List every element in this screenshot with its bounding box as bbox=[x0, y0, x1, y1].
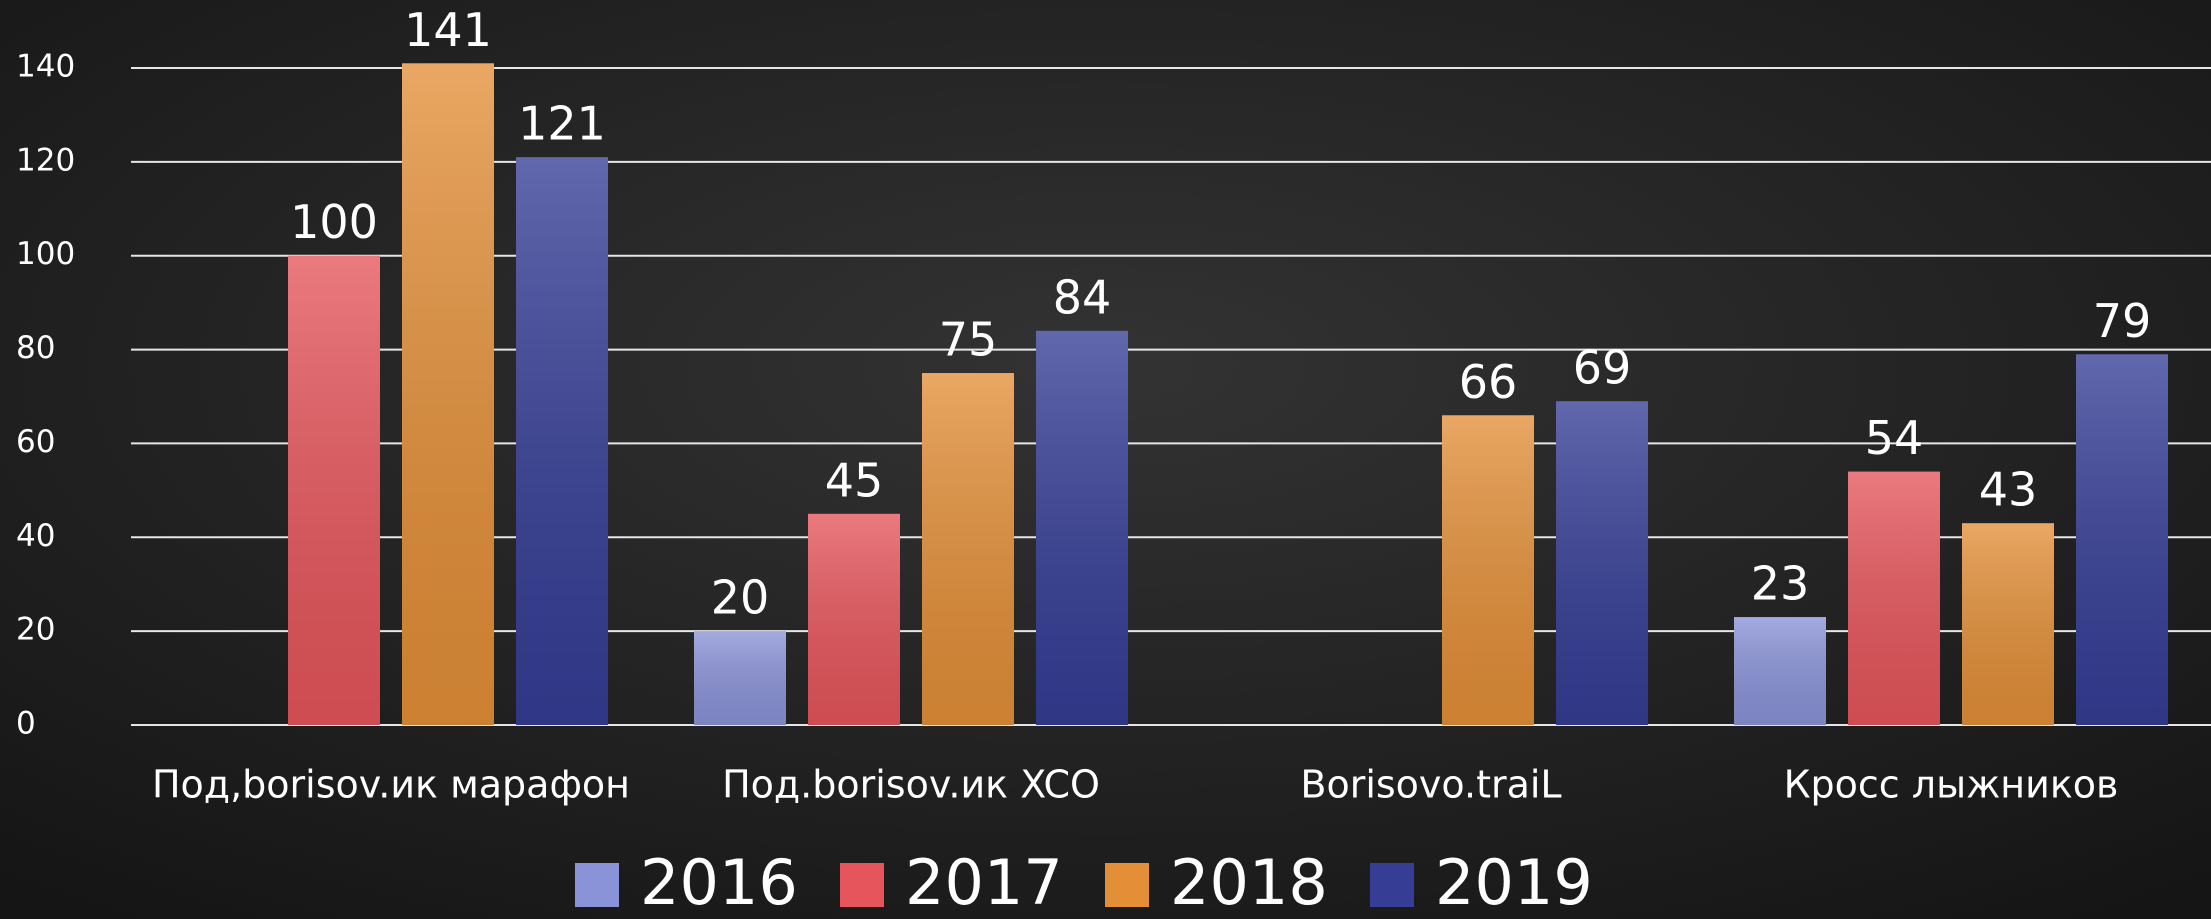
y-tick-label: 140 bbox=[16, 49, 75, 85]
legend-label: 2019 bbox=[1435, 846, 1593, 919]
value-label: 69 bbox=[1573, 341, 1632, 395]
y-tick-label: 80 bbox=[16, 330, 55, 366]
value-label: 54 bbox=[1865, 411, 1924, 465]
bar-shine bbox=[1556, 401, 1648, 725]
value-label: 121 bbox=[518, 97, 606, 151]
legend-swatch bbox=[1370, 863, 1414, 907]
bar-shine bbox=[1734, 617, 1826, 725]
x-tick-label: Под.borisov.ик XCO bbox=[722, 763, 1100, 807]
legend-swatch bbox=[1105, 863, 1149, 907]
bar-shine bbox=[288, 255, 380, 725]
y-tick-label: 60 bbox=[16, 424, 55, 460]
y-tick-label: 0 bbox=[16, 706, 36, 742]
legend-swatch bbox=[840, 863, 884, 907]
x-tick-label: Кросс лыжников bbox=[1784, 763, 2119, 807]
value-label: 66 bbox=[1459, 355, 1518, 409]
bar-shine bbox=[402, 63, 494, 726]
legend-label: 2017 bbox=[905, 846, 1063, 919]
bar-shine bbox=[516, 157, 608, 725]
value-label: 43 bbox=[1979, 463, 2038, 517]
y-tick-label: 120 bbox=[16, 142, 75, 178]
value-label: 84 bbox=[1053, 270, 1112, 324]
bar-shine bbox=[2076, 354, 2168, 725]
bar-shine bbox=[808, 513, 900, 725]
y-tick-label: 100 bbox=[16, 236, 75, 272]
bar-shine bbox=[1442, 415, 1534, 725]
bar-shine bbox=[694, 631, 786, 725]
value-label: 45 bbox=[825, 453, 884, 507]
x-tick-label: Borisovo.traiL bbox=[1300, 763, 1561, 807]
bar-shine bbox=[922, 373, 1014, 725]
bar-shine bbox=[1962, 523, 2054, 725]
value-label: 100 bbox=[290, 195, 378, 249]
bar-shine bbox=[1848, 471, 1940, 725]
value-label: 20 bbox=[711, 571, 770, 625]
legend-swatch bbox=[575, 863, 619, 907]
bar-shine bbox=[1036, 330, 1128, 725]
legend-label: 2018 bbox=[1170, 846, 1328, 919]
value-label: 23 bbox=[1751, 557, 1810, 611]
value-label: 79 bbox=[2093, 294, 2152, 348]
value-label: 75 bbox=[939, 313, 998, 367]
y-tick-label: 20 bbox=[16, 612, 55, 648]
y-tick-label: 40 bbox=[16, 518, 55, 554]
legend-label: 2016 bbox=[640, 846, 798, 919]
value-label: 141 bbox=[404, 3, 492, 57]
x-tick-label: Под,borisov.ик марафон bbox=[152, 763, 630, 807]
